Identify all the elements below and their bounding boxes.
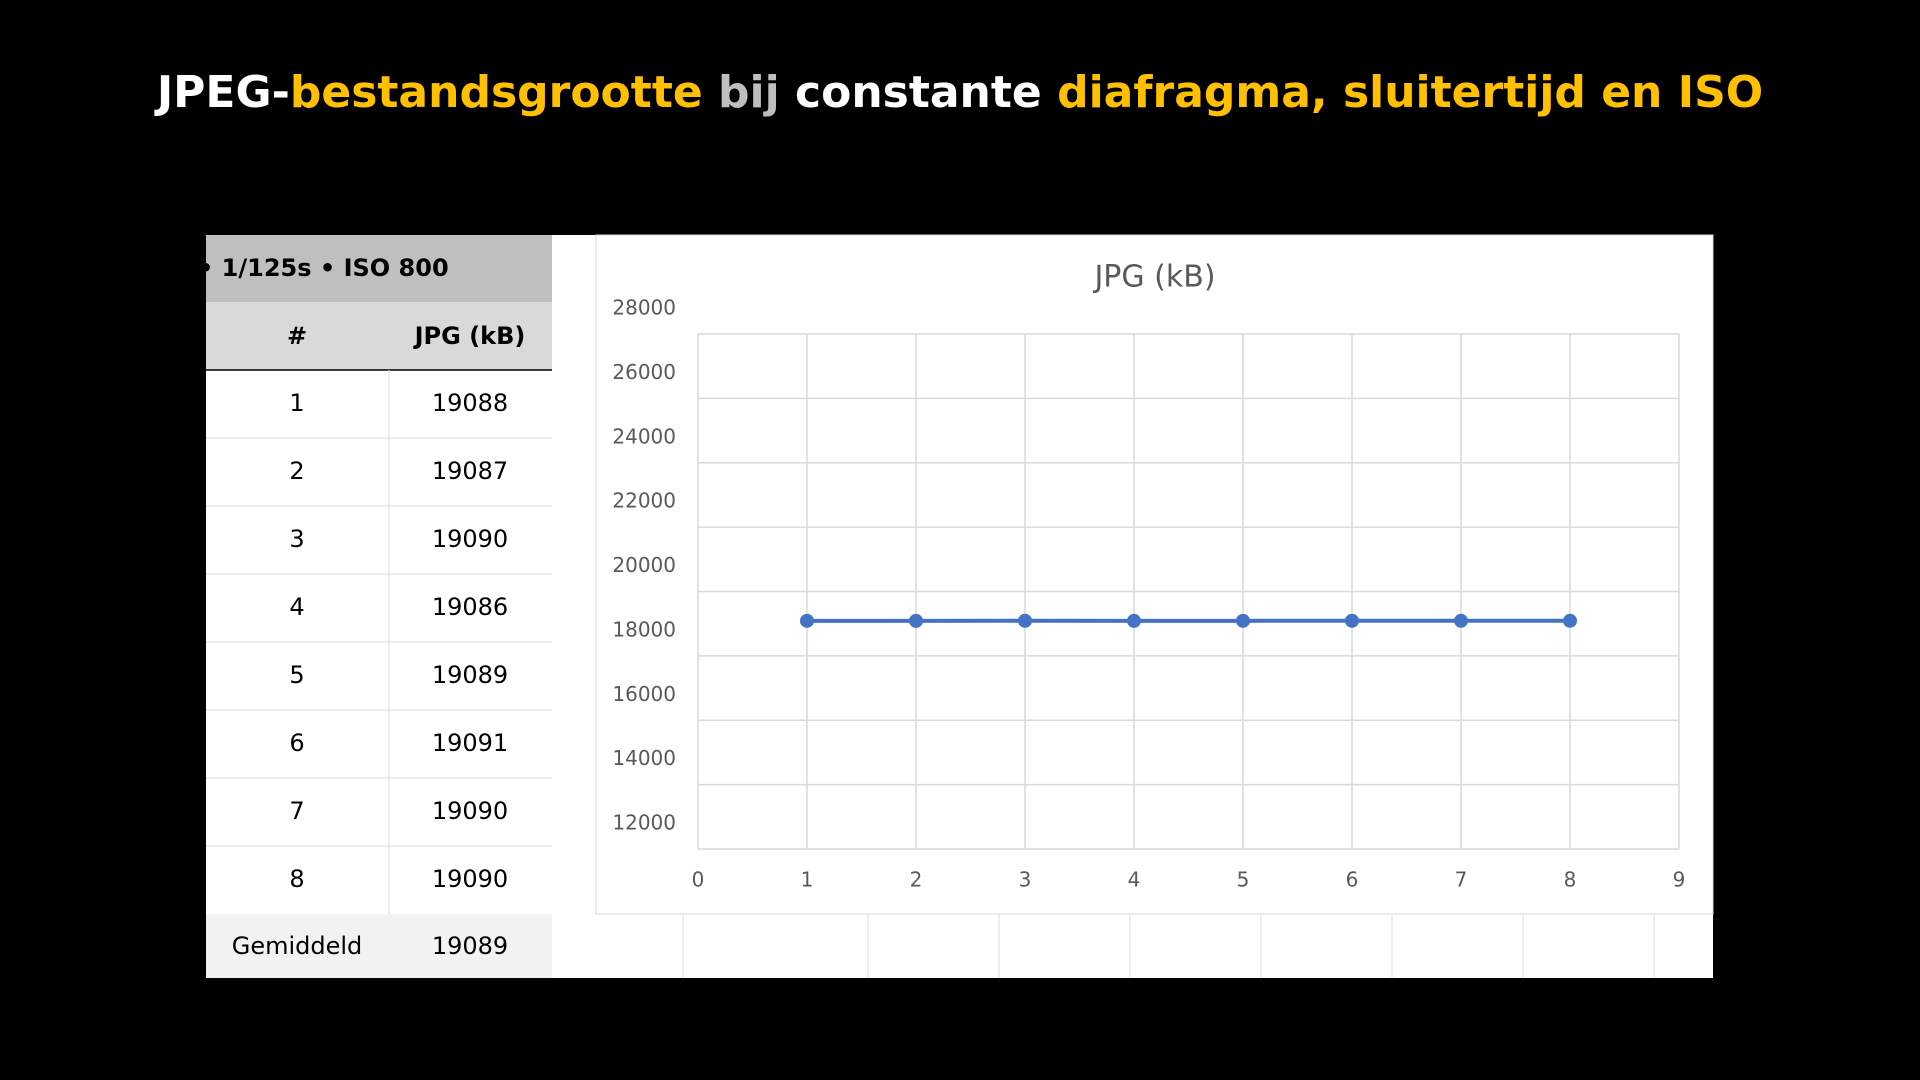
chart-area [595, 234, 1714, 915]
table-cell: 4 [289, 593, 304, 621]
table-cell: 19086 [432, 593, 508, 621]
table-cell: 6 [289, 729, 304, 757]
x-tick-label: 3 [1019, 868, 1032, 892]
y-tick-label: 14000 [612, 746, 676, 770]
title-part: diafragma, sluitertijd en ISO [1042, 67, 1763, 118]
table-cell: 3 [289, 525, 304, 553]
data-point [1236, 613, 1250, 628]
footer-cell-text: 19089 [432, 932, 508, 960]
y-tick-label: 26000 [612, 360, 676, 384]
table-caption: f/4 • 1/125s • ISO 800 [145, 254, 448, 282]
x-tick-label: 0 [692, 868, 705, 892]
x-tick-label: 8 [1564, 868, 1577, 892]
data-point [1345, 613, 1359, 628]
column-header: # [287, 322, 307, 350]
x-tick-label: 1 [801, 868, 814, 892]
data-point [1018, 613, 1032, 628]
table-cell: 19090 [432, 865, 508, 893]
y-tick-label: 18000 [612, 617, 676, 641]
footer-cell-text: Gemiddeld [232, 932, 363, 960]
x-tick-label: 5 [1237, 868, 1250, 892]
table-cell: 19089 [432, 661, 508, 689]
title-part: bestandsgrootte [290, 67, 703, 118]
y-tick-label: 16000 [612, 682, 676, 706]
table-cell: 19088 [432, 389, 508, 417]
data-point [800, 613, 814, 628]
data-point [909, 613, 923, 628]
table-cell: 7 [289, 797, 304, 825]
table-cell: 19090 [432, 797, 508, 825]
y-tick-label: 20000 [612, 553, 676, 577]
title-part: bij [703, 67, 780, 118]
x-tick-label: 6 [1346, 868, 1359, 892]
slide-title: JPEG-bestandsgrootte bij constante diafr… [154, 67, 1763, 118]
footer-cell [206, 914, 552, 978]
column-header: JPG (kB) [413, 322, 526, 350]
x-tick-label: 7 [1455, 868, 1468, 892]
footer-grid [682, 914, 1655, 978]
x-tick-label: 9 [1673, 868, 1686, 892]
table-cell: 5 [289, 661, 304, 689]
y-tick-label: 24000 [612, 424, 676, 448]
data-point [1563, 613, 1577, 628]
y-tick-label: 28000 [612, 296, 676, 320]
table-cell: 19087 [432, 457, 508, 485]
y-tick-label: 22000 [612, 489, 676, 513]
title-part: constante [780, 67, 1042, 118]
table-cell: 8 [289, 865, 304, 893]
data-point [1127, 613, 1141, 628]
x-tick-label: 4 [1128, 868, 1141, 892]
title-part: JPEG- [154, 67, 290, 118]
data-point [1454, 613, 1468, 628]
header-cell [206, 302, 552, 370]
y-tick-label: 12000 [612, 811, 676, 835]
table-cell: 1 [289, 389, 304, 417]
table-cell: 19091 [432, 729, 508, 757]
chart-title: JPG (kB) [1092, 260, 1215, 295]
table-cell: 2 [289, 457, 304, 485]
x-tick-label: 2 [910, 868, 923, 892]
table-cell: 19090 [432, 525, 508, 553]
caption-cell [206, 235, 552, 302]
